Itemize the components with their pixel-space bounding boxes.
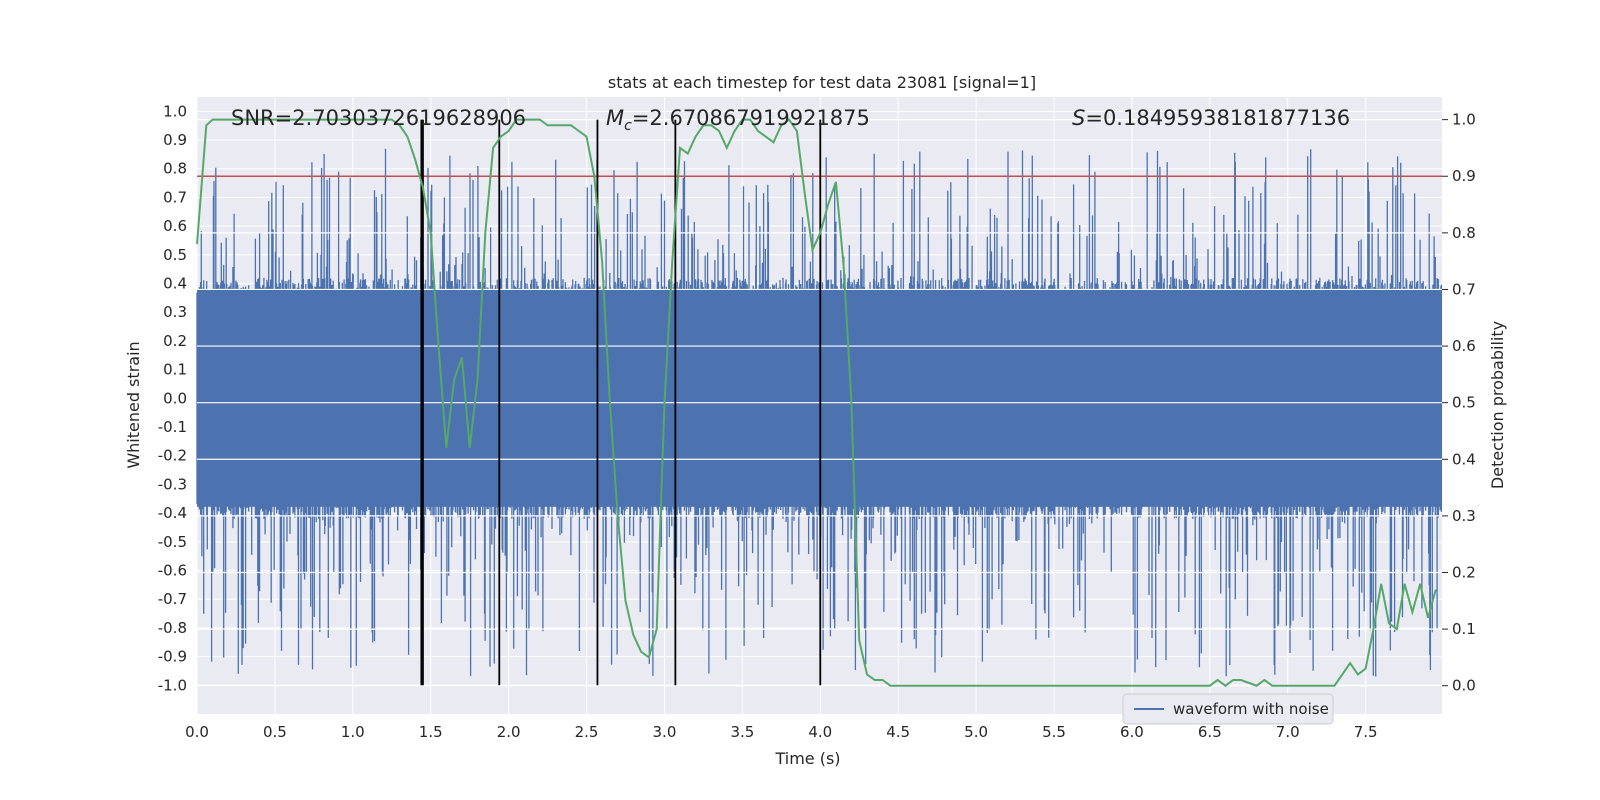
y-left-tick-label: 0.8 xyxy=(163,160,187,178)
x-tick-label: 0.5 xyxy=(263,723,287,741)
y-left-tick-label: -0.2 xyxy=(158,447,187,465)
waveform-line xyxy=(196,148,1443,677)
x-tick-label: 7.5 xyxy=(1354,723,1378,741)
y-left-tick-label: -0.7 xyxy=(158,590,187,608)
y-left-tick-label: -0.9 xyxy=(158,648,187,666)
legend: waveform with noise xyxy=(1122,693,1334,725)
x-tick-label: 4.5 xyxy=(886,723,910,741)
y-left-tick-label: 0.1 xyxy=(163,361,187,379)
x-tick-label: 3.5 xyxy=(730,723,754,741)
x-tick-label: 1.5 xyxy=(419,723,443,741)
s-label: S xyxy=(1072,106,1085,130)
y-left-tick-label: -1.0 xyxy=(158,676,187,694)
s-annotation: S=0.18495938181877136 xyxy=(1072,106,1350,130)
snr-annotation: SNR=2.7030372619628906 xyxy=(231,106,526,130)
left-y-axis-label: Whitened strain xyxy=(124,341,143,468)
y-left-tick-label: -0.3 xyxy=(158,475,187,493)
mc-label: M xyxy=(606,106,624,130)
mc-value: =2.670867919921875 xyxy=(632,106,870,130)
y-right-tick-label: 0.0 xyxy=(1452,677,1476,695)
y-right-tick-label: 0.4 xyxy=(1452,450,1476,468)
s-value: =0.18495938181877136 xyxy=(1085,106,1350,130)
mc-subscript: c xyxy=(624,118,632,134)
y-left-tick-label: -0.8 xyxy=(158,619,187,637)
x-axis-ticks: 0.0 0.5 1.0 1.5 2.0 2.5 3.0 3.5 4.0 4.5 5.0 5.5 6.0 6… xyxy=(185,723,1378,741)
y-left-tick-label: 0.5 xyxy=(163,246,187,264)
y-left-tick-label: 0.2 xyxy=(163,332,187,350)
y-left-tick-label: 0.6 xyxy=(163,217,187,235)
y-right-tick-label: 0.3 xyxy=(1452,507,1476,525)
x-tick-label: 6.5 xyxy=(1198,723,1222,741)
y-left-tick-label: 0.7 xyxy=(163,188,187,206)
y-right-tick-label: 0.1 xyxy=(1452,620,1476,638)
x-tick-label: 5.5 xyxy=(1042,723,1066,741)
y-left-tick-label: 0.0 xyxy=(163,389,187,407)
y-left-tick-label: -0.6 xyxy=(158,562,187,580)
probability-line xyxy=(196,118,1437,687)
y-left-tick-label: 0.9 xyxy=(163,131,187,149)
probability-series xyxy=(196,118,1437,687)
x-tick-label: 5.0 xyxy=(964,723,988,741)
y-right-tick-label: 0.8 xyxy=(1452,224,1476,242)
x-tick-label: 2.0 xyxy=(497,723,521,741)
y-left-tick-label: -0.1 xyxy=(158,418,187,436)
mc-annotation: Mc=2.670867919921875 xyxy=(606,106,870,134)
y-right-tick-label: 0.7 xyxy=(1452,280,1476,298)
x-tick-label: 0.0 xyxy=(185,723,209,741)
y-left-tick-label: -0.5 xyxy=(158,533,187,551)
x-tick-label: 1.0 xyxy=(341,723,365,741)
x-tick-label: 7.0 xyxy=(1276,723,1300,741)
y-right-tick-label: 0.5 xyxy=(1452,394,1476,412)
right-y-axis-ticks: 1.0 0.9 0.8 0.7 0.6 0.5 0.4 0.3 0.2 0.1 0.0 xyxy=(1442,111,1476,695)
left-y-axis-ticks: 1.0 0.9 0.8 0.7 0.6 0.5 0.4 0.3 0.2 0.1 0.0 -0.1 -0.… xyxy=(158,102,187,694)
y-left-tick-label: 1.0 xyxy=(163,102,187,120)
x-axis-label: Time (s) xyxy=(774,749,840,768)
legend-label: waveform with noise xyxy=(1173,700,1329,718)
y-right-tick-label: 0.2 xyxy=(1452,563,1476,581)
x-tick-label: 4.0 xyxy=(808,723,832,741)
y-right-tick-label: 0.9 xyxy=(1452,167,1476,185)
y-left-tick-label: -0.4 xyxy=(158,504,187,522)
y-left-tick-label: 0.3 xyxy=(163,303,187,321)
legend-box xyxy=(1122,693,1334,725)
y-left-tick-label: 0.4 xyxy=(163,275,187,293)
chart-title: stats at each timestep for test data 230… xyxy=(608,73,1036,92)
x-tick-label: 3.0 xyxy=(653,723,677,741)
x-tick-label: 2.5 xyxy=(575,723,599,741)
right-y-axis-label: Detection probability xyxy=(1488,321,1507,489)
y-right-tick-label: 0.6 xyxy=(1452,337,1476,355)
y-right-tick-label: 1.0 xyxy=(1452,111,1476,129)
x-tick-label: 6.0 xyxy=(1120,723,1144,741)
